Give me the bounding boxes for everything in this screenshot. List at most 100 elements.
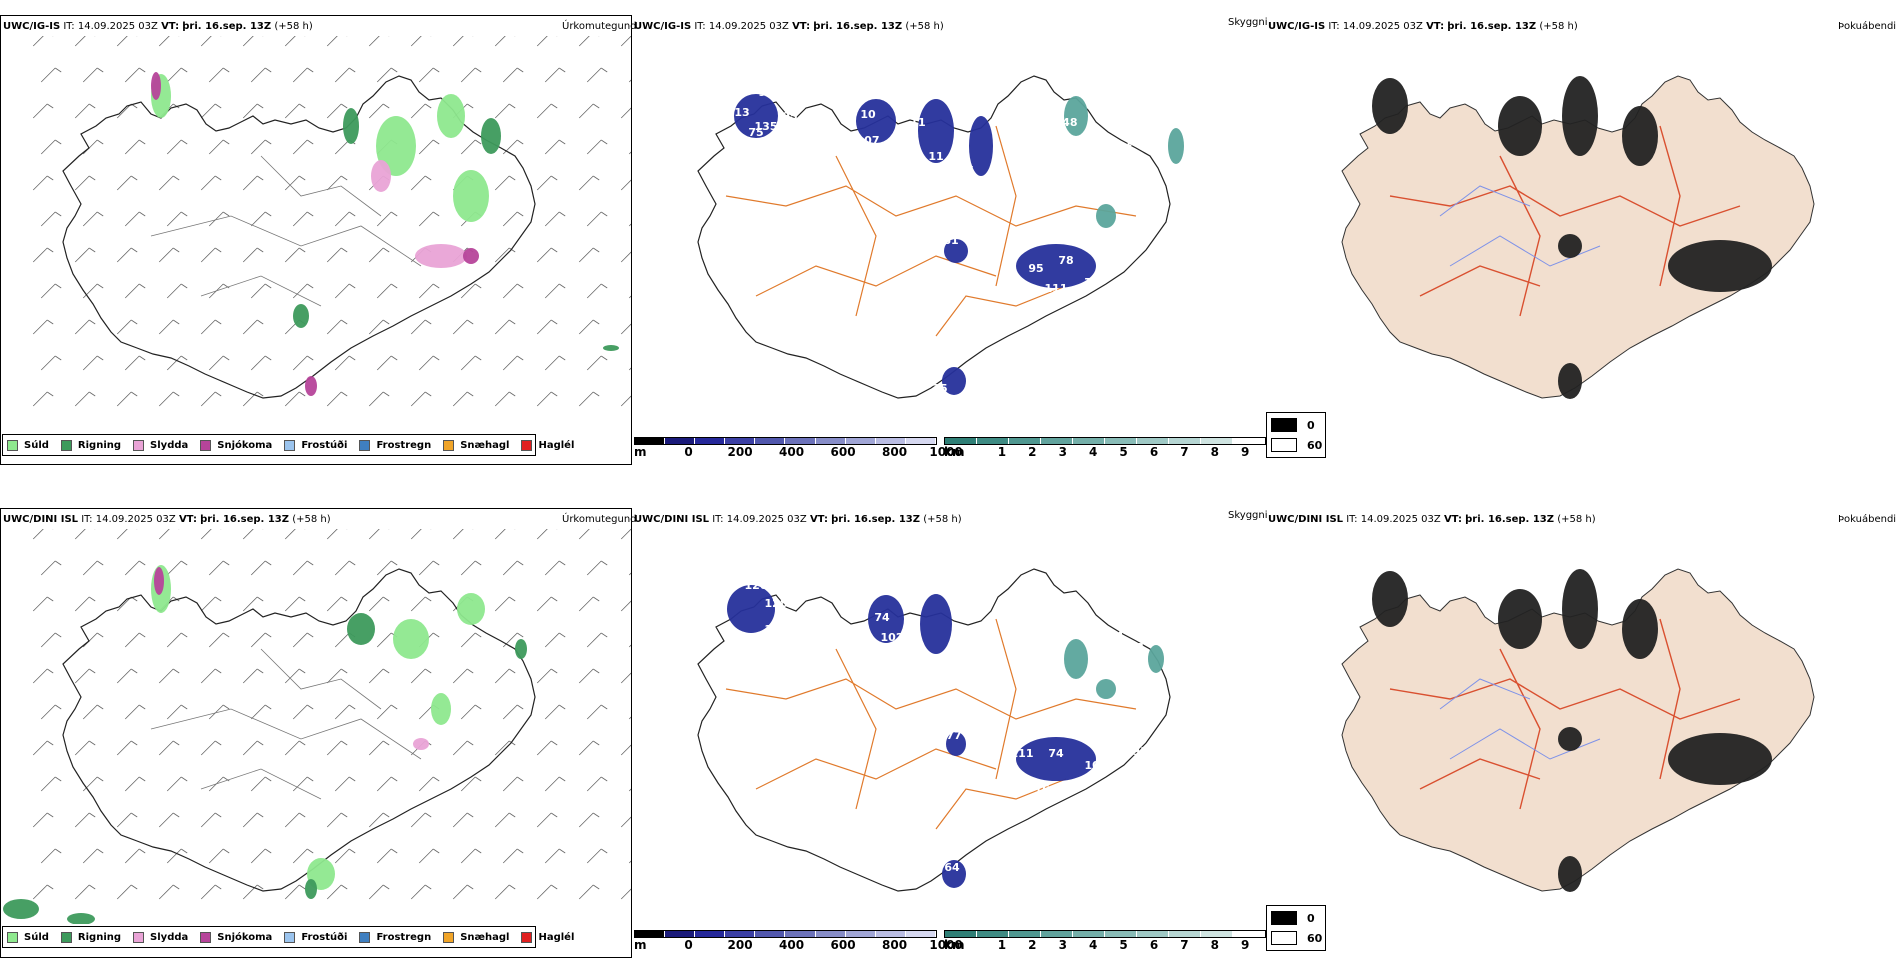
wind-barb	[326, 36, 338, 47]
wind-barb-flag	[257, 319, 264, 325]
colorbar-tick-label: 600	[830, 445, 856, 459]
wind-barb-flag	[89, 884, 96, 890]
legend-label: Súld	[24, 931, 49, 943]
wind-barb-flag	[215, 668, 222, 674]
wind-barb-flag	[517, 848, 524, 854]
wind-barb	[208, 560, 224, 576]
wind-barb-flag	[173, 319, 180, 325]
precip-patch	[151, 72, 161, 100]
wind-barb	[158, 529, 170, 540]
wind-barb-flag	[383, 103, 390, 109]
wind-barb-flag	[559, 355, 566, 361]
wind-barb	[166, 848, 182, 864]
wind-barb-flag	[551, 740, 558, 746]
wind-barb	[284, 812, 300, 828]
fog-patch	[1558, 727, 1582, 751]
wind-barb	[418, 139, 434, 155]
wind-barb	[494, 668, 510, 684]
fog-legend-swatch	[1271, 931, 1297, 945]
wind-barb-flag	[383, 391, 390, 397]
wind-barb	[200, 812, 216, 828]
wind-barb-flag	[475, 632, 482, 638]
visibility-value-label: 64	[944, 861, 960, 874]
colorbar-tick-label: 400	[779, 938, 805, 952]
wind-barb	[418, 355, 434, 371]
wind-barb	[284, 884, 300, 900]
fog-patch	[1622, 599, 1658, 659]
precip-patch	[343, 108, 359, 144]
wind-barb-flag	[131, 247, 138, 253]
wind-barb-flag	[559, 704, 566, 710]
ceiling-patch	[920, 594, 952, 654]
ceiling-patch	[1168, 128, 1184, 164]
wind-barb	[208, 139, 224, 155]
wind-barb	[292, 560, 308, 576]
wind-barb-flag	[55, 632, 62, 638]
wind-barb	[284, 247, 300, 263]
wind-barb	[124, 211, 140, 227]
colorbar-tick-label: 1	[997, 445, 1007, 459]
legend-item-6: Snæhagl	[443, 931, 509, 943]
legend-label: Haglél	[538, 931, 575, 943]
colorbar-tick-label: 0	[684, 938, 693, 952]
wind-barb	[250, 139, 266, 155]
precip-patch	[437, 94, 465, 138]
legend-item-4: Frostúði	[284, 439, 347, 451]
wind-barb-flag	[341, 391, 348, 397]
legend-item-1: Rigning	[60, 931, 121, 943]
wind-barb	[628, 860, 631, 864]
wind-barb	[40, 139, 56, 155]
wind-barb-flag	[131, 175, 138, 181]
colorbar-tick-label: 800	[882, 938, 908, 952]
wind-barb-flag	[139, 283, 146, 289]
wind-barb-flag	[215, 740, 222, 746]
wind-barb-flag	[89, 103, 96, 109]
colorbar-cell	[875, 931, 906, 937]
colorbar-tick-label: 5	[1119, 445, 1128, 459]
wind-barb-flag	[593, 884, 600, 890]
visibility-value-label: 10	[860, 108, 876, 121]
wind-barb-flag	[47, 740, 54, 746]
wind-barb	[82, 776, 98, 792]
wind-barb	[494, 529, 506, 540]
wind-barb	[452, 884, 468, 900]
wind-barb-flag	[425, 391, 432, 397]
precip-panel-title: UWC/IG-IS IT: 14.09.2025 03Z VT: þri. 16…	[3, 21, 313, 32]
wind-barb-flag	[307, 560, 314, 566]
wind-barb	[620, 36, 631, 47]
wind-barb	[40, 704, 56, 720]
visibility-value-label: 90	[936, 166, 952, 179]
wind-barb	[620, 529, 631, 540]
legend-item-3: Snjókoma	[200, 439, 272, 451]
wind-barb-flag	[223, 355, 230, 361]
wind-barb-flag	[89, 740, 96, 746]
precip-patch	[347, 613, 375, 645]
wind-barb	[208, 632, 224, 648]
wind-barb-flag	[97, 283, 104, 289]
precip-panel-title: UWC/DINI ISL IT: 14.09.2025 03Z VT: þri.…	[3, 514, 331, 525]
fog-patch	[1562, 76, 1598, 156]
legend-swatch	[7, 439, 18, 451]
colorbar-tick-label: 3	[1058, 445, 1067, 459]
precip-type-label: Úrkomutegund	[562, 514, 637, 525]
wind-barb-flag	[341, 668, 348, 674]
wind-barb-flag	[181, 211, 188, 217]
fog-panel-title: UWC/DINI ISL IT: 14.09.2025 03Z VT: þri.…	[1268, 514, 1596, 525]
wind-barb	[410, 103, 426, 119]
wind-barb	[292, 632, 308, 648]
wind-barb-flag	[97, 355, 104, 361]
wind-barb	[620, 744, 631, 756]
wind-barb	[628, 79, 631, 83]
wind-barb	[418, 704, 434, 720]
road-network	[725, 618, 1137, 830]
wind-barb	[158, 884, 174, 900]
wind-barb	[502, 632, 518, 648]
wind-barb	[292, 355, 308, 371]
wind-barb	[494, 740, 510, 756]
colorbar-swatches	[634, 930, 937, 938]
wind-barb	[376, 355, 392, 371]
wind-barb-flag	[551, 103, 558, 109]
wind-barb-flag	[265, 776, 272, 782]
ceiling-patch	[734, 94, 778, 138]
wind-barb-flag	[433, 776, 440, 782]
